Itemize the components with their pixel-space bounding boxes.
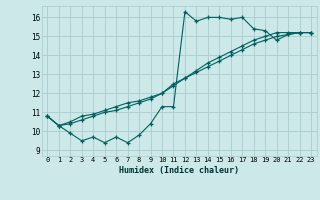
X-axis label: Humidex (Indice chaleur): Humidex (Indice chaleur) bbox=[119, 166, 239, 175]
